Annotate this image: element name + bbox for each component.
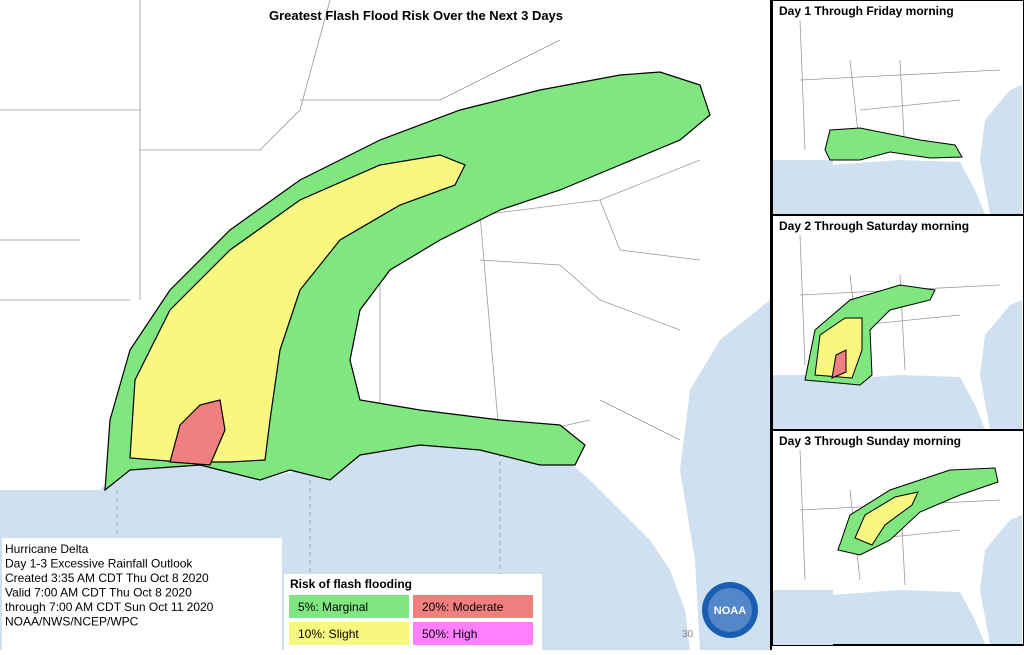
inset-title-bg (773, 216, 1023, 235)
info-line: through 7:00 AM CDT Sun Oct 11 2020 (5, 600, 214, 614)
logo-ring (708, 588, 752, 632)
insets: Day 1 Through Friday morning Day 2 Throug… (771, 0, 1024, 646)
info-box (2, 538, 282, 650)
inset-atlantic (980, 515, 1022, 644)
info-line: Day 1-3 Excessive Rainfall Outlook (5, 557, 193, 571)
logo-text: NOAA (714, 605, 746, 617)
legend-swatch (289, 622, 409, 645)
inset-title: Day 1 Through Friday morning (779, 4, 954, 18)
inset-gulf (773, 160, 985, 214)
slight-area (129, 154, 466, 463)
info-line: Valid 7:00 AM CDT Thu Oct 8 2020 (5, 586, 192, 600)
map-title: Greatest Flash Flood Risk Over the Next … (269, 8, 563, 23)
inset-title: Day 2 Through Saturday morning (779, 219, 969, 233)
inset-gulf (773, 590, 985, 644)
inset-title: Day 3 Through Sunday morning (779, 434, 961, 448)
inset-slight (854, 491, 919, 546)
inset-atlantic (980, 300, 1022, 429)
legend-label: 20%: Moderate (422, 600, 504, 614)
lat-label: 30 (682, 629, 694, 640)
legend-label: 5%: Marginal (298, 600, 368, 614)
inset-gulf (773, 375, 985, 429)
inset-slight (814, 317, 863, 379)
logo (702, 582, 758, 638)
legend-label: 50%: High (422, 627, 477, 641)
atlantic (680, 300, 770, 650)
legend: 5%: Marginal 20%: Moderate 10%: Slight 50%:… (289, 595, 533, 645)
inset-atlantic (980, 85, 1022, 214)
moderate-area (169, 399, 226, 466)
inset-state-lines (799, 19, 1001, 156)
legend-swatch (413, 595, 533, 618)
inset-title-bg (773, 1, 1023, 20)
info-line: NOAA/NWS/NCEP/WPC (5, 615, 139, 629)
info-line: Created 3:35 AM CDT Thu Oct 8 2020 (5, 571, 209, 585)
legend-label: 10%: Slight (298, 627, 359, 641)
info-line: Hurricane Delta (5, 542, 89, 556)
inset-marginal (824, 127, 963, 161)
legend-title: Risk of flash flooding (290, 577, 412, 591)
inset-title-bg (773, 431, 1023, 450)
legend-swatch (413, 622, 533, 645)
inset-moderate (831, 349, 847, 379)
legend-swatch (289, 595, 409, 618)
